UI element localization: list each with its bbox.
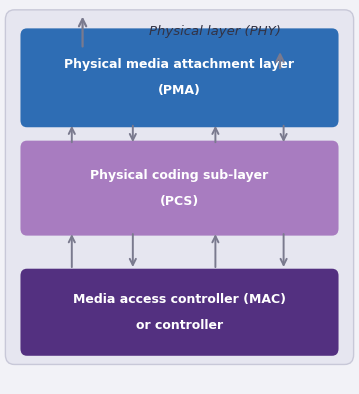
Text: Media access controller (MAC): Media access controller (MAC) — [73, 293, 286, 306]
Text: Physical coding sub-layer: Physical coding sub-layer — [90, 169, 269, 182]
FancyBboxPatch shape — [20, 269, 339, 356]
Text: Physical layer (PHY): Physical layer (PHY) — [149, 25, 281, 38]
FancyBboxPatch shape — [20, 28, 339, 127]
FancyBboxPatch shape — [20, 141, 339, 236]
Text: Physical media attachment layer: Physical media attachment layer — [65, 58, 294, 71]
FancyBboxPatch shape — [5, 10, 354, 364]
Text: (PCS): (PCS) — [160, 195, 199, 208]
Text: or controller: or controller — [136, 319, 223, 332]
Text: (PMA): (PMA) — [158, 84, 201, 97]
